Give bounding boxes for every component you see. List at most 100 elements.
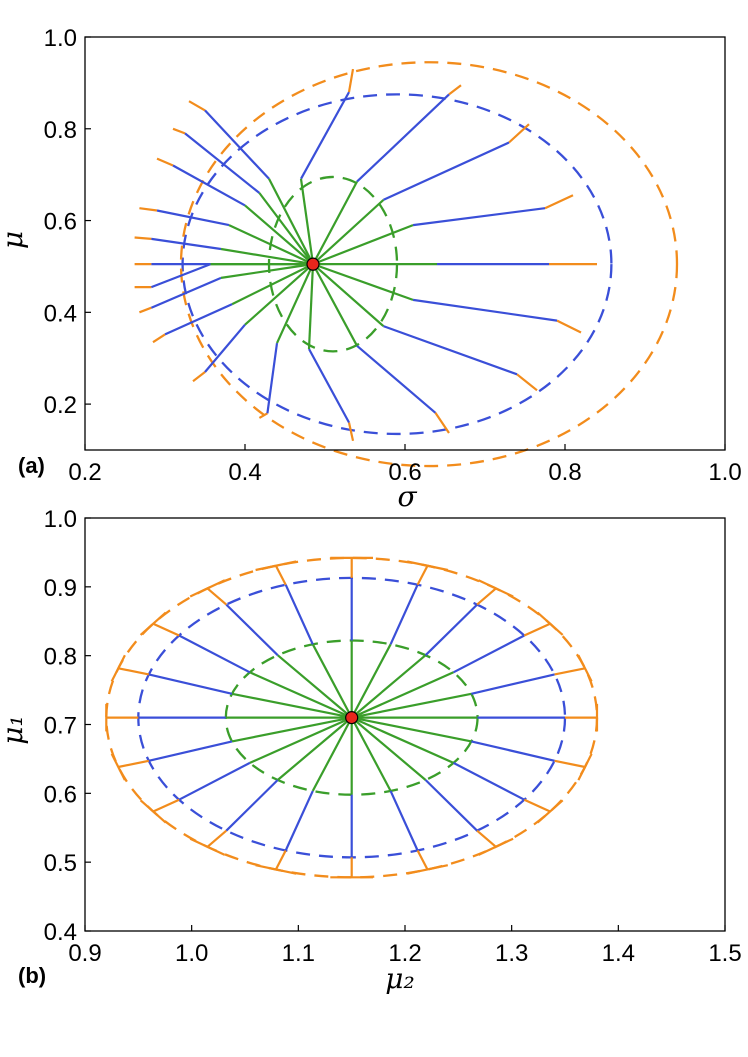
a-geodesic-13-orange [139,306,152,314]
b-ray-18-green [351,716,454,764]
a-geodesic-19-green [258,192,314,265]
b-ray-17-blue [424,779,478,832]
a-orange-contour [179,61,679,468]
panel-a-label: (a) [18,453,45,478]
b-y-tick-label: 0.6 [44,781,77,808]
panel-a-x-ticks: 0.2 0.4 0.6 0.8 1.0 [68,444,742,486]
b-ray-7-blue [225,603,279,656]
panel-b-label: (b) [18,963,46,988]
b-ray-6-end-tick [255,560,297,572]
a-y-tick-label: 0.2 [44,392,77,419]
b-ray-16-green [350,717,392,792]
b-ray-18-blue [452,761,525,801]
b-y-tick-label: 0.5 [44,850,77,877]
panel-b-x-axis-label: μ₂ [385,962,414,995]
b-ray-11-end-tick [110,753,126,781]
b-ray-12-orange [152,798,180,813]
b-ray-4-end-tick [406,560,449,572]
panel-b-x-ticks: 0.9 1.0 1.1 1.2 1.3 1.4 1.5 [68,925,742,967]
a-geodesic-3-blue [382,141,510,201]
b-x-tick-label: 1.3 [495,940,528,967]
b-ray-3-green [350,654,427,719]
b-ray-9-end-tick [110,654,126,682]
a-geodesic-16-orange [134,236,152,240]
panel-b-frame [84,517,726,932]
a-x-tick-label: 1.0 [708,459,741,486]
b-ray-4-orange [416,565,429,586]
b-ray-13-end-tick [189,837,226,856]
b-ray-18-end-tick [536,799,564,824]
a-y-tick-label: 0.6 [44,209,77,236]
a-geodesic-2-green [312,181,358,265]
panel-a-y-ticks: 0.2 0.4 0.6 0.8 1.0 [44,25,91,419]
a-geodesic-3-green [312,199,385,265]
b-ray-3-blue [424,603,478,656]
a-geodesic-11-blue [204,323,246,373]
a-geodesic-18-blue [172,164,246,207]
a-geodesic-10-green [275,263,315,344]
b-y-tick-label: 0.4 [44,919,77,946]
b-ray-12-green [249,716,353,764]
b-ray-3-orange [476,587,497,606]
panel-b: 0.9 1.0 1.1 1.2 1.3 1.4 1.5 0.4 0.5 0.6 0.7 0.8 0.9… [0,506,742,995]
b-ray-7-end-tick [189,579,226,598]
a-geodesic-1-green [299,178,315,265]
a-geodesic-6-orange [556,319,582,334]
b-ray-4-green [350,643,392,719]
a-geodesic-19-blue [184,132,261,194]
a-geodesic-11-orange [192,371,206,383]
b-ray-19-orange [554,759,586,769]
a-geodesic-6-green [312,263,414,301]
b-ray-16-orange [416,849,429,871]
a-y-tick-label: 0.4 [44,300,77,327]
a-geodesic-16-green [220,247,314,266]
b-ray-11-blue [148,740,233,762]
b-ray-6-green [311,643,353,719]
b-ray-11-orange [118,759,150,769]
b-ray-2-blue [452,634,525,674]
b-ray-14-end-tick [255,864,297,875]
panel-a-x-axis-label: σ [397,480,417,513]
a-geodesic-9-blue [308,348,350,424]
a-geodesic-10-orange [258,412,268,419]
a-geodesic-16-blue [151,237,222,251]
panel-a-y-axis-label: μ [0,231,29,249]
b-ray-12-end-tick [139,799,167,824]
panel-b-y-axis-label: μ₁ [0,715,29,744]
a-geodesic-19-orange [172,127,186,135]
a-geodesic-18-green [244,204,314,265]
a-geodesic-8-blue [356,344,437,414]
a-geodesic-4-orange [544,194,574,210]
b-ray-13-blue [225,779,279,832]
a-geodesic-6-blue [412,298,558,322]
a-geodesic-7-orange [516,373,538,392]
a-y-tick-label: 1.0 [44,25,77,52]
b-ray-13-green [276,716,353,781]
a-geodesic-18-orange [156,157,174,167]
b-ray-18-orange [523,798,551,813]
b-x-tick-label: 0.9 [68,940,101,967]
a-x-tick-label: 0.4 [228,459,261,486]
b-x-tick-label: 1.1 [282,940,315,967]
b-y-tick-label: 1.0 [44,506,77,533]
a-geodesic-1-blue [300,91,350,180]
a-geodesic-17-orange [139,207,158,212]
a-geodesic-8-green [312,263,358,347]
a-geodesic-12-green [231,263,314,306]
a-geodesic-9-green [307,264,315,350]
b-center-point [345,711,359,725]
b-x-tick-label: 1.0 [175,940,208,967]
a-geodesic-17-green [228,224,314,266]
b-ray-9-green [231,692,352,719]
b-ray-8-orange [152,622,180,637]
b-ray-19-end-tick [577,753,593,781]
a-geodesic-0-green [268,178,314,265]
b-ray-1-green [351,692,472,719]
b-ray-14-blue [284,790,314,851]
b-y-tick-label: 0.8 [44,644,77,671]
a-geodesic-7-green [312,263,385,327]
a-geodesic-4-green [312,224,414,266]
a-x-tick-label: 0.6 [388,459,421,486]
a-x-tick-label: 0.8 [548,459,581,486]
